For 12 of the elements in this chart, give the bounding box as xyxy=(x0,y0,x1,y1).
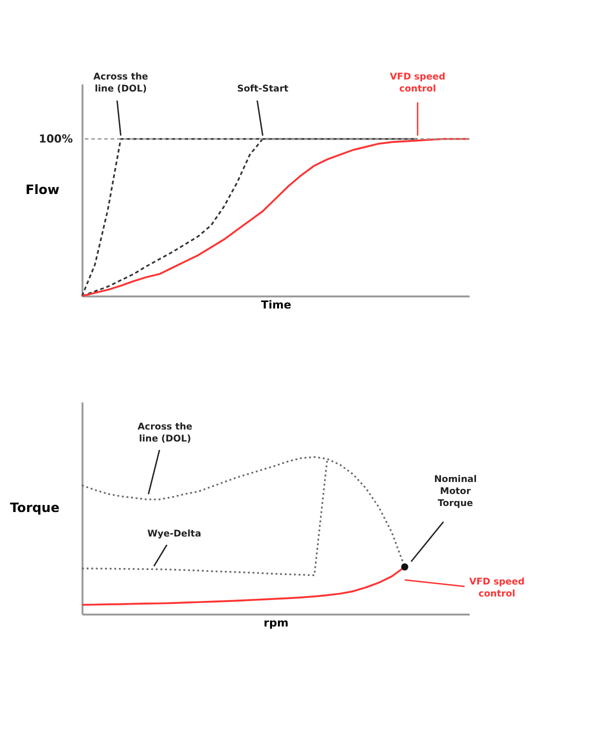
x-axis-title: rpm xyxy=(264,616,289,630)
y-axis-title: Flow xyxy=(25,183,60,198)
x-axis-title: Time xyxy=(260,298,292,312)
text: Soft-Start xyxy=(237,83,290,94)
annotation: VFD speed control xyxy=(469,576,525,600)
text: Across the line (DOL) xyxy=(138,422,192,445)
y-axis-title: Torque xyxy=(10,501,60,516)
annotation: Wye-Delta xyxy=(147,528,202,540)
text: Across the line (DOL) xyxy=(93,71,148,94)
ref-line-label: 100% xyxy=(38,132,73,146)
annotation: Nominal Motor Torque xyxy=(434,474,477,510)
text: VFD speed control xyxy=(390,71,446,94)
